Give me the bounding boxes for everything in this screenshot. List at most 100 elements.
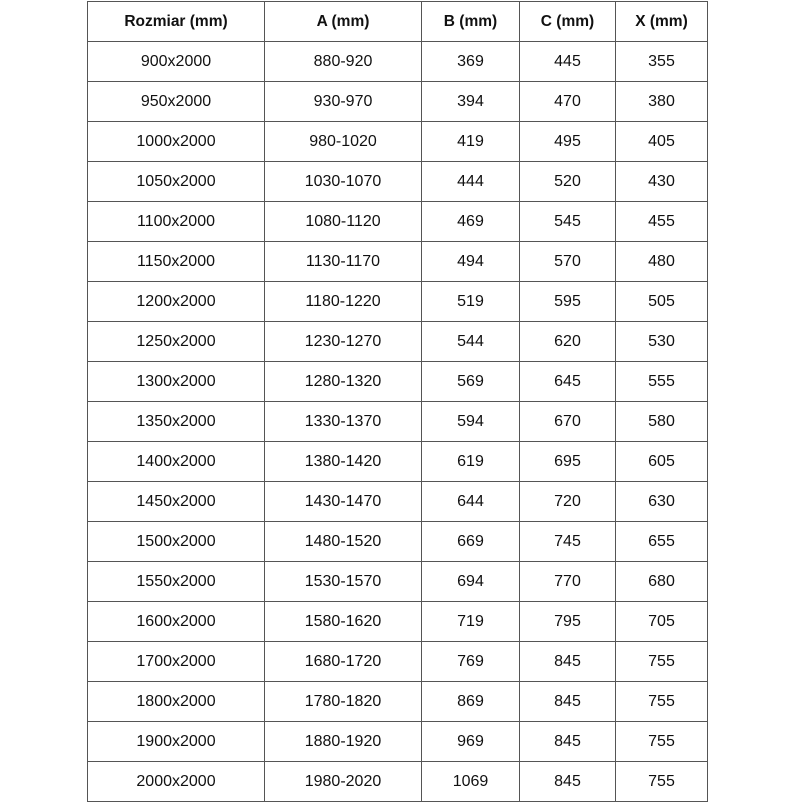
table-cell: 1330-1370 xyxy=(264,401,422,442)
table-cell: 1500x2000 xyxy=(87,521,265,562)
table-cell: 619 xyxy=(421,441,520,482)
table-cell: 1980-2020 xyxy=(264,761,422,802)
table-cell: 1230-1270 xyxy=(264,321,422,362)
table-cell: 694 xyxy=(421,561,520,602)
table-row: 1300x2000 1280-1320 569 645 555 xyxy=(87,361,708,402)
table-cell: 495 xyxy=(519,121,616,162)
table-cell: 869 xyxy=(421,681,520,722)
table-cell: 1100x2000 xyxy=(87,201,265,242)
table-cell: 1180-1220 xyxy=(264,281,422,322)
table-cell: 595 xyxy=(519,281,616,322)
table-row: 2000x2000 1980-2020 1069 845 755 xyxy=(87,761,708,802)
table-cell: 950x2000 xyxy=(87,81,265,122)
table-cell: 1700x2000 xyxy=(87,641,265,682)
table-row: 1700x2000 1680-1720 769 845 755 xyxy=(87,641,708,682)
table-cell: 969 xyxy=(421,721,520,762)
table-cell: 494 xyxy=(421,241,520,282)
table-row: 1250x2000 1230-1270 544 620 530 xyxy=(87,321,708,362)
table-row: 1900x2000 1880-1920 969 845 755 xyxy=(87,721,708,762)
table-row: 1800x2000 1780-1820 869 845 755 xyxy=(87,681,708,722)
table-row: 1050x2000 1030-1070 444 520 430 xyxy=(87,161,708,202)
table-cell: 1880-1920 xyxy=(264,721,422,762)
table-row: 1350x2000 1330-1370 594 670 580 xyxy=(87,401,708,442)
table-cell: 1200x2000 xyxy=(87,281,265,322)
table-cell: 1530-1570 xyxy=(264,561,422,602)
table-cell: 570 xyxy=(519,241,616,282)
table-cell: 580 xyxy=(615,401,708,442)
table-cell: 1450x2000 xyxy=(87,481,265,522)
table-cell: 369 xyxy=(421,41,520,82)
table-cell: 1550x2000 xyxy=(87,561,265,602)
table-cell: 845 xyxy=(519,721,616,762)
table-cell: 445 xyxy=(519,41,616,82)
column-header: A (mm) xyxy=(264,1,422,42)
table-cell: 544 xyxy=(421,321,520,362)
table-cell: 930-970 xyxy=(264,81,422,122)
table-cell: 1430-1470 xyxy=(264,481,422,522)
table-row: 950x2000 930-970 394 470 380 xyxy=(87,81,708,122)
table-cell: 644 xyxy=(421,481,520,522)
table-cell: 1280-1320 xyxy=(264,361,422,402)
table-cell: 520 xyxy=(519,161,616,202)
table-cell: 1480-1520 xyxy=(264,521,422,562)
table-cell: 620 xyxy=(519,321,616,362)
table-cell: 1380-1420 xyxy=(264,441,422,482)
table-cell: 455 xyxy=(615,201,708,242)
table-cell: 845 xyxy=(519,641,616,682)
table-cell: 480 xyxy=(615,241,708,282)
table-cell: 394 xyxy=(421,81,520,122)
table-cell: 545 xyxy=(519,201,616,242)
table-cell: 980-1020 xyxy=(264,121,422,162)
table-cell: 755 xyxy=(615,641,708,682)
table-cell: 1600x2000 xyxy=(87,601,265,642)
table-cell: 405 xyxy=(615,121,708,162)
table-cell: 1080-1120 xyxy=(264,201,422,242)
column-header: Rozmiar (mm) xyxy=(87,1,265,42)
table-cell: 469 xyxy=(421,201,520,242)
table-cell: 745 xyxy=(519,521,616,562)
table-cell: 880-920 xyxy=(264,41,422,82)
table-cell: 655 xyxy=(615,521,708,562)
table-cell: 444 xyxy=(421,161,520,202)
table-cell: 705 xyxy=(615,601,708,642)
table-cell: 1000x2000 xyxy=(87,121,265,162)
table-cell: 1800x2000 xyxy=(87,681,265,722)
table-cell: 1030-1070 xyxy=(264,161,422,202)
table-cell: 555 xyxy=(615,361,708,402)
table-cell: 594 xyxy=(421,401,520,442)
table-cell: 419 xyxy=(421,121,520,162)
table-cell: 769 xyxy=(421,641,520,682)
table-cell: 605 xyxy=(615,441,708,482)
table-cell: 355 xyxy=(615,41,708,82)
table-cell: 645 xyxy=(519,361,616,402)
table-cell: 1150x2000 xyxy=(87,241,265,282)
table-cell: 380 xyxy=(615,81,708,122)
table-cell: 1680-1720 xyxy=(264,641,422,682)
column-header: B (mm) xyxy=(421,1,520,42)
table-row: 1600x2000 1580-1620 719 795 705 xyxy=(87,601,708,642)
table-cell: 1069 xyxy=(421,761,520,802)
table-cell: 1780-1820 xyxy=(264,681,422,722)
table-cell: 845 xyxy=(519,761,616,802)
header-row: Rozmiar (mm) A (mm) B (mm) C (mm) X (mm) xyxy=(87,1,708,42)
table-cell: 470 xyxy=(519,81,616,122)
table-row: 900x2000 880-920 369 445 355 xyxy=(87,41,708,82)
table-row: 1450x2000 1430-1470 644 720 630 xyxy=(87,481,708,522)
table-cell: 2000x2000 xyxy=(87,761,265,802)
table-row: 1200x2000 1180-1220 519 595 505 xyxy=(87,281,708,322)
table-cell: 1250x2000 xyxy=(87,321,265,362)
table-cell: 755 xyxy=(615,761,708,802)
column-header: X (mm) xyxy=(615,1,708,42)
table-row: 1000x2000 980-1020 419 495 405 xyxy=(87,121,708,162)
table-cell: 720 xyxy=(519,481,616,522)
table-row: 1400x2000 1380-1420 619 695 605 xyxy=(87,441,708,482)
table-cell: 670 xyxy=(519,401,616,442)
table-cell: 669 xyxy=(421,521,520,562)
table-cell: 680 xyxy=(615,561,708,602)
table-cell: 505 xyxy=(615,281,708,322)
table-cell: 1400x2000 xyxy=(87,441,265,482)
table-cell: 1300x2000 xyxy=(87,361,265,402)
table-cell: 430 xyxy=(615,161,708,202)
table-row: 1150x2000 1130-1170 494 570 480 xyxy=(87,241,708,282)
table-cell: 630 xyxy=(615,481,708,522)
